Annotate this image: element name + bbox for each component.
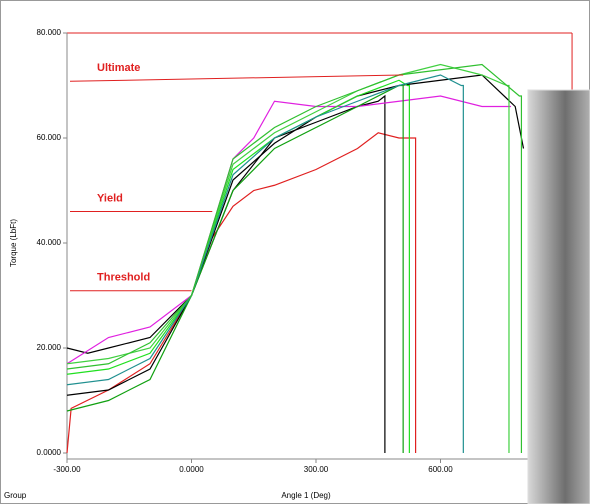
photo-border (527, 89, 590, 504)
y-tick-label: 60.000 (37, 133, 62, 142)
y-tick-label: 20.000 (37, 343, 62, 352)
group-label: Group (4, 491, 27, 500)
plot-area: 0.0000 20.000 40.000 60.000 80.000 -300.00 0.0… (37, 28, 573, 474)
annotation-label: Threshold (97, 272, 150, 284)
y-tick-label: 0.0000 (37, 448, 62, 457)
y-tick-label: 40.000 (37, 238, 62, 247)
photo (528, 90, 590, 504)
annotation-label: Ultimate (97, 62, 140, 74)
series-line (66, 63, 523, 453)
series-line (66, 95, 512, 365)
x-tick-label: 600.00 (428, 465, 453, 474)
x-tick-label: -300.00 (53, 465, 81, 474)
x-tick-label: 0.0000 (179, 465, 204, 474)
series-line (66, 94, 386, 453)
y-axis-label: Torque (LbFt) (9, 219, 18, 267)
series-line (66, 132, 417, 454)
photo-overlay (527, 89, 590, 504)
annotation-label: Yield (97, 192, 123, 204)
series-line (66, 74, 464, 453)
series-line (66, 63, 510, 453)
x-axis-label: Angle 1 (Deg) (281, 491, 331, 500)
y-tick-label: 80.000 (37, 28, 62, 37)
annotation-line (69, 74, 404, 82)
x-tick-label: 300.00 (304, 465, 329, 474)
